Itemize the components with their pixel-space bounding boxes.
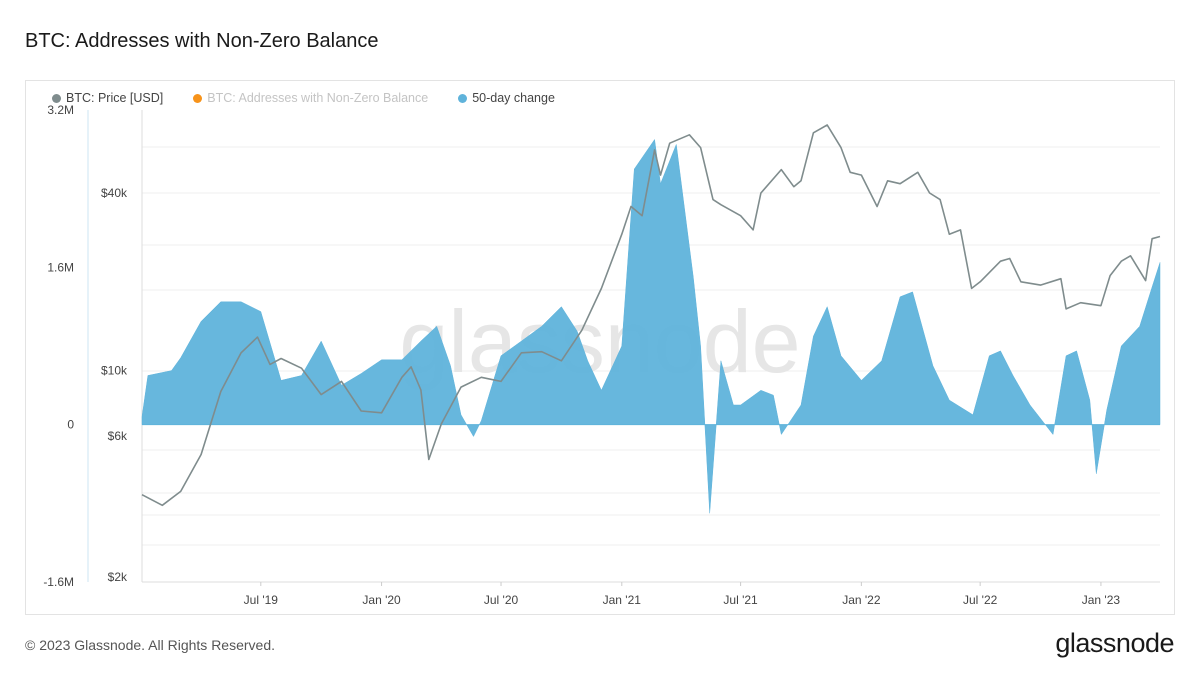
x-tick-label: Jan '20 — [362, 593, 401, 607]
x-tick-label: Jan '22 — [842, 593, 881, 607]
chart-legend: BTC: Price [USD] BTC: Addresses with Non… — [52, 91, 555, 105]
x-tick-label: Jul '19 — [244, 593, 279, 607]
x-tick-label: Jan '23 — [1082, 593, 1121, 607]
legend-dot-price — [52, 93, 61, 103]
legend-dot-change — [458, 93, 468, 103]
x-tick-label: Jul '22 — [963, 593, 998, 607]
y-right-tick-label: $10k — [101, 364, 128, 378]
legend-label-change: 50-day change — [472, 91, 555, 105]
x-tick-label: Jul '20 — [484, 593, 519, 607]
series-btc-price-line — [141, 124, 1161, 507]
y-left-tick-label: 1.6M — [47, 260, 74, 274]
y-right-tick-label: $6k — [108, 429, 128, 443]
legend-label-price: BTC: Price [USD] — [66, 91, 164, 105]
y-left-tick-label: 3.2M — [47, 103, 74, 117]
watermark-text: glassnode — [399, 292, 800, 391]
legend-item-change[interactable]: 50-day change — [458, 91, 555, 105]
legend-item-addresses[interactable]: BTC: Addresses with Non-Zero Balance — [193, 91, 428, 105]
y-right-tick-label: $40k — [101, 186, 128, 200]
legend-label-addresses: BTC: Addresses with Non-Zero Balance — [207, 91, 429, 105]
y-right-tick-label: $2k — [108, 570, 128, 584]
copyright-text: © 2023 Glassnode. All Rights Reserved. — [25, 637, 276, 653]
x-tick-label: Jul '21 — [723, 593, 758, 607]
glassnode-logo: glassnode — [1055, 628, 1174, 658]
series-50-day-change-area — [141, 138, 1161, 514]
legend-item-price[interactable]: BTC: Price [USD] — [52, 91, 163, 105]
legend-dot-addresses — [193, 93, 203, 103]
x-tick-label: Jan '21 — [603, 593, 642, 607]
chart-frame — [25, 80, 1175, 615]
page-title: BTC: Addresses with Non-Zero Balance — [25, 30, 379, 52]
y-left-tick-label: -1.6M — [43, 575, 74, 589]
y-left-tick-label: 0 — [67, 418, 74, 432]
